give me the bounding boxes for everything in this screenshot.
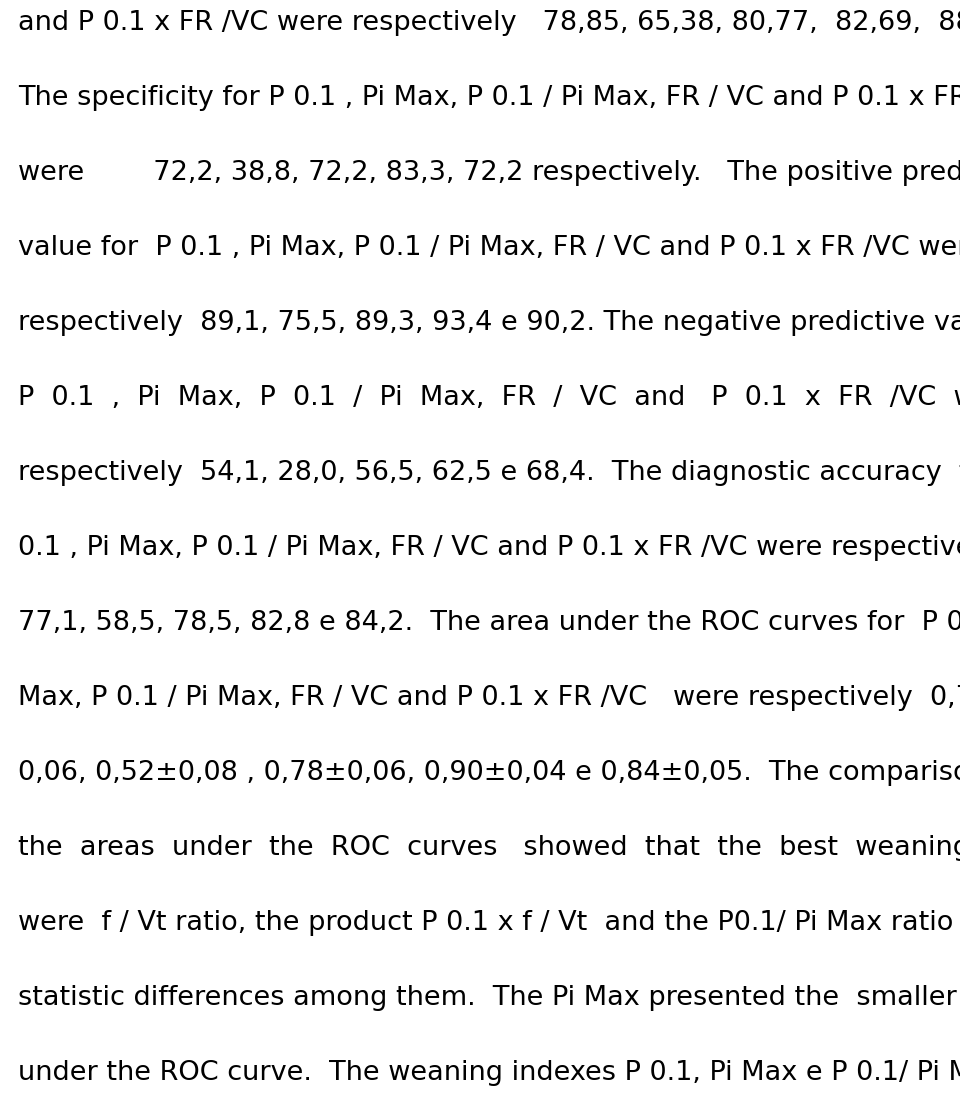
Text: statistic differences among them.  The Pi Max presented the  smaller area: statistic differences among them. The Pi… bbox=[18, 985, 960, 1011]
Text: The specificity for P 0.1 , Pi Max, P 0.1 / Pi Max, FR / VC and P 0.1 x FR /VC: The specificity for P 0.1 , Pi Max, P 0.… bbox=[18, 85, 960, 110]
Text: were  f / Vt ratio, the product P 0.1 x f / Vt  and the P0.1/ Pi Max ratio with : were f / Vt ratio, the product P 0.1 x f… bbox=[18, 910, 960, 936]
Text: respectively  89,1, 75,5, 89,3, 93,4 e 90,2. The negative predictive value for: respectively 89,1, 75,5, 89,3, 93,4 e 90… bbox=[18, 310, 960, 336]
Text: and P 0.1 x FR /VC were respectively   78,85, 65,38, 80,77,  82,69,  88,46.: and P 0.1 x FR /VC were respectively 78,… bbox=[18, 10, 960, 36]
Text: Max, P 0.1 / Pi Max, FR / VC and P 0.1 x FR /VC   were respectively  0,76±: Max, P 0.1 / Pi Max, FR / VC and P 0.1 x… bbox=[18, 685, 960, 711]
Text: were        72,2, 38,8, 72,2, 83,3, 72,2 respectively.   The positive predictive: were 72,2, 38,8, 72,2, 83,3, 72,2 respec… bbox=[18, 160, 960, 186]
Text: 0.1 , Pi Max, P 0.1 / Pi Max, FR / VC and P 0.1 x FR /VC were respectively: 0.1 , Pi Max, P 0.1 / Pi Max, FR / VC an… bbox=[18, 535, 960, 561]
Text: value for  P 0.1 , Pi Max, P 0.1 / Pi Max, FR / VC and P 0.1 x FR /VC were: value for P 0.1 , Pi Max, P 0.1 / Pi Max… bbox=[18, 235, 960, 261]
Text: under the ROC curve.  The weaning indexes P 0.1, Pi Max e P 0.1/ Pi Max: under the ROC curve. The weaning indexes… bbox=[18, 1060, 960, 1086]
Text: the  areas  under  the  ROC  curves   showed  that  the  best  weaning  indexes: the areas under the ROC curves showed th… bbox=[18, 835, 960, 862]
Text: 77,1, 58,5, 78,5, 82,8 e 84,2.  The area under the ROC curves for  P 0.1 , Pi: 77,1, 58,5, 78,5, 82,8 e 84,2. The area … bbox=[18, 610, 960, 636]
Text: 0,06, 0,52±0,08 , 0,78±0,06, 0,90±0,04 e 0,84±0,05.  The comparison among: 0,06, 0,52±0,08 , 0,78±0,06, 0,90±0,04 e… bbox=[18, 760, 960, 786]
Text: P  0.1  ,  Pi  Max,  P  0.1  /  Pi  Max,  FR  /  VC  and   P  0.1  x  FR  /VC  w: P 0.1 , Pi Max, P 0.1 / Pi Max, FR / VC … bbox=[18, 385, 960, 411]
Text: respectively  54,1, 28,0, 56,5, 62,5 e 68,4.  The diagnostic accuracy  for  P: respectively 54,1, 28,0, 56,5, 62,5 e 68… bbox=[18, 460, 960, 485]
